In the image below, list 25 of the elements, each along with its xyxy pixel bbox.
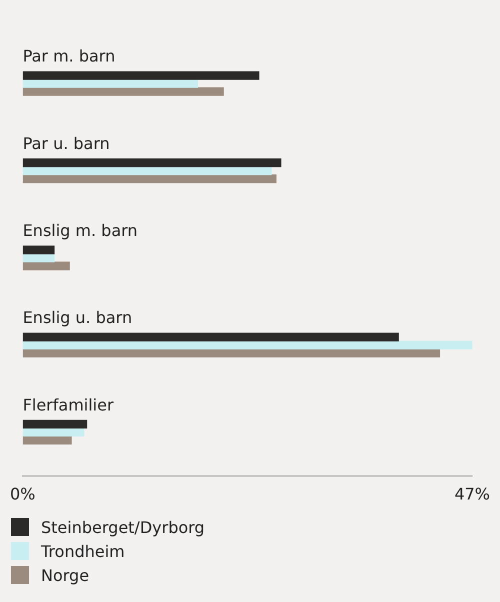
x-tick-label: 0% bbox=[10, 484, 36, 504]
bar bbox=[22, 79, 198, 88]
bar bbox=[22, 420, 88, 429]
bar bbox=[22, 87, 224, 96]
bar bbox=[22, 174, 276, 184]
bar bbox=[22, 71, 260, 80]
legend-label: Trondheim bbox=[41, 542, 125, 560]
bar bbox=[22, 158, 282, 168]
x-tick-label: 47% bbox=[454, 484, 490, 504]
bar bbox=[22, 436, 72, 445]
y-tick-label: Par u. barn bbox=[22, 134, 110, 153]
bar bbox=[22, 246, 55, 254]
y-tick-label: Enslig m. barn bbox=[22, 221, 138, 240]
legend-label: Steinberget/Dyrborg bbox=[41, 518, 205, 536]
bar bbox=[22, 166, 272, 176]
legend-label: Norge bbox=[41, 566, 90, 584]
bar bbox=[22, 428, 84, 437]
bar bbox=[22, 348, 440, 358]
bar bbox=[22, 332, 399, 342]
y-tick-label: Enslig u. barn bbox=[22, 308, 132, 328]
bar bbox=[22, 340, 472, 350]
y-tick-label: Flerfamilier bbox=[22, 395, 114, 414]
bar bbox=[22, 262, 70, 270]
bar bbox=[22, 254, 55, 262]
y-tick-label: Par m. barn bbox=[22, 46, 116, 66]
